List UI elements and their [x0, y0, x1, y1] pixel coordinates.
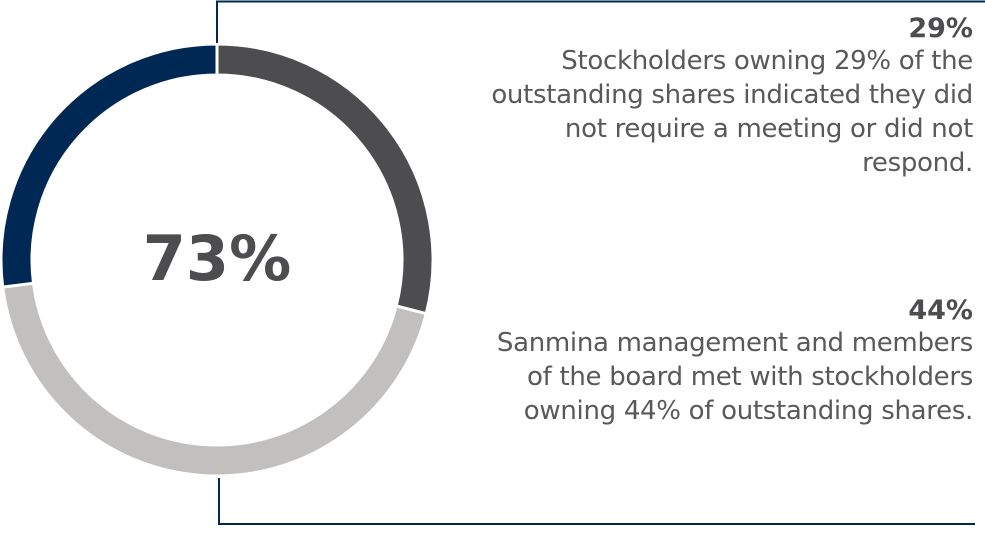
connector-bottom: [218, 478, 975, 525]
annotation-44: 44% Sanmina management and members of th…: [473, 296, 973, 428]
center-label: 73%: [142, 222, 292, 295]
connector-top: [216, 0, 985, 43]
annotation-29: 29% Stockholders owning 29% of the outst…: [453, 14, 973, 180]
annotation-text: Stockholders owning 29% of the outstandi…: [491, 46, 973, 178]
annotation-text: Sanmina management and members of the bo…: [496, 328, 973, 426]
donut-slice-27: [0, 42, 219, 289]
annotation-value: 29%: [908, 13, 973, 44]
annotation-value: 44%: [908, 295, 973, 326]
donut-slice-44: [1, 281, 429, 478]
